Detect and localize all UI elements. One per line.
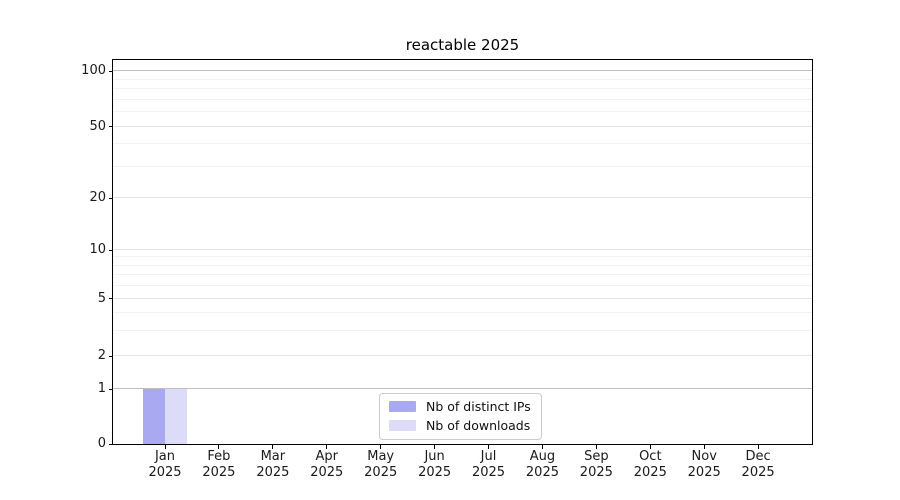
x-tick-label: Feb 2025 [202,449,236,480]
y-tick-label: 10 [89,242,106,258]
legend-label: Nb of downloads [426,418,531,433]
x-tick-mark [488,445,489,449]
x-tick-label: May 2025 [364,449,398,480]
x-tick-mark [272,445,274,449]
minor-gridline [113,88,812,90]
x-tick-mark [757,445,759,449]
minor-gridline [113,285,812,287]
y-tick-label: 2 [97,348,106,364]
minor-gridline [113,111,812,113]
x-tick-label: Jun 2025 [418,449,452,480]
legend-item: Nb of distinct IPs [389,399,531,414]
x-tick-label: Jan 2025 [148,449,182,480]
x-tick-label: Aug 2025 [525,449,559,480]
x-tick-mark [649,445,651,449]
minor-gridline [113,274,812,276]
minor-gridline [113,256,812,258]
y-tick-label: 0 [97,436,106,451]
x-tick-mark [541,445,543,449]
y-tick-label: 20 [89,190,106,206]
x-tick-label: Nov 2025 [687,449,721,480]
legend: Nb of distinct IPs Nb of downloads [379,393,542,440]
y-tick-label: 100 [81,63,106,79]
minor-gridline [113,78,812,80]
x-tick-mark [326,445,328,449]
gridline [113,197,812,199]
gridline [113,70,812,72]
gridline [113,355,812,357]
minor-gridline [113,312,812,314]
minor-gridline [113,98,812,100]
x-tick-label: Apr 2025 [310,449,344,480]
chart-title: reactable 2025 [405,36,520,54]
minor-gridline [113,329,812,331]
gridline [113,297,812,299]
x-tick-mark [434,445,436,449]
gridline [113,388,812,390]
x-tick-mark [218,445,220,449]
x-tick-mark [703,445,705,449]
x-tick-mark [164,445,166,449]
minor-gridline [113,264,812,266]
gridline [113,125,812,127]
x-tick-mark [595,445,597,449]
bar-downloads [165,389,187,444]
minor-gridline [113,165,812,167]
y-tick-label: 1 [97,381,106,397]
x-tick-label: Jul 2025 [471,449,506,480]
x-tick-label: Oct 2025 [633,449,667,480]
legend-swatch-downloads [389,420,416,431]
x-tick-mark [380,445,382,449]
x-tick-label: Sep 2025 [579,449,613,480]
x-tick-label: Mar 2025 [256,449,290,480]
legend-swatch-distinct-ips [389,401,416,412]
y-tick-label: 5 [97,290,106,306]
y-tick-label: 50 [89,118,106,134]
legend-label: Nb of distinct IPs [426,399,531,414]
x-tick-label: Dec 2025 [741,449,775,480]
gridline [113,249,812,251]
plot-area: Nb of distinct IPs Nb of downloads [112,59,813,445]
bar-distinct-ips [143,389,165,444]
minor-gridline [113,143,812,145]
legend-item: Nb of downloads [389,418,531,433]
